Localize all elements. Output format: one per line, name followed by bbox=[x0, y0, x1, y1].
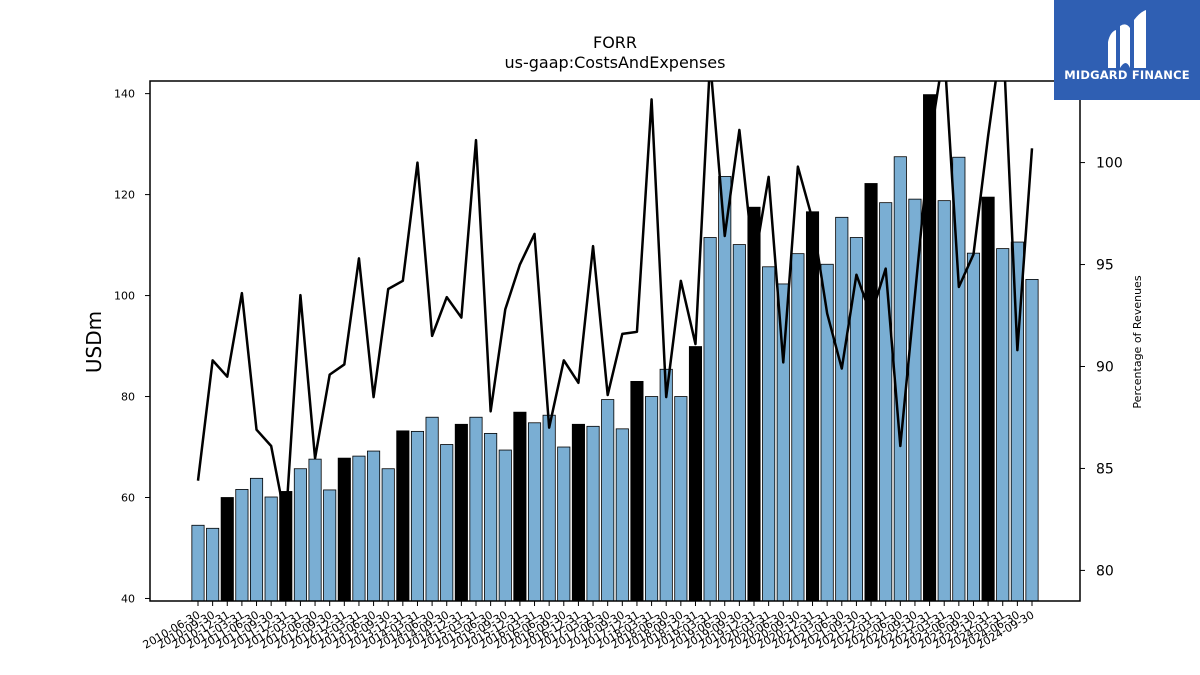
y2-tick-label-80: 80 bbox=[1096, 563, 1114, 579]
bar-2015-03-31 bbox=[469, 416, 483, 602]
y-tick-label-100: 100 bbox=[114, 290, 135, 303]
plot-frame bbox=[149, 80, 1081, 602]
chart-title: FORR bbox=[593, 33, 637, 52]
bar-2019-12-31 bbox=[747, 206, 761, 602]
bar-2017-03-31 bbox=[586, 425, 600, 602]
bar-2014-03-31 bbox=[410, 430, 425, 602]
bar-2015-06-30 bbox=[484, 432, 498, 602]
bar-2021-09-30 bbox=[849, 237, 863, 602]
y-tick-label-140: 140 bbox=[114, 88, 135, 101]
bar-2012-03-31 bbox=[293, 468, 307, 602]
bar-2017-12-31 bbox=[630, 380, 644, 602]
bar-2011-06-30 bbox=[249, 477, 264, 602]
y2-tick-label-100: 100 bbox=[1096, 156, 1123, 172]
y2-tick-label-95: 95 bbox=[1096, 258, 1114, 274]
bar-2011-03-31 bbox=[235, 489, 249, 602]
bar-2024-03-31 bbox=[996, 248, 1010, 602]
bar-2018-09-30 bbox=[674, 396, 688, 602]
y2-axis-label: Percentage of Revenues bbox=[1131, 275, 1144, 408]
bar-2017-09-30 bbox=[615, 428, 629, 602]
bar-2012-06-30 bbox=[308, 458, 322, 602]
bar-2019-09-30 bbox=[732, 244, 746, 602]
bar-2014-06-30 bbox=[425, 416, 439, 602]
brand-name: MIDGARD FINANCE bbox=[1064, 68, 1190, 82]
bar-2018-06-30 bbox=[659, 368, 673, 602]
bar-2012-12-31 bbox=[337, 457, 351, 602]
bar-2020-06-30 bbox=[776, 283, 790, 602]
bar-2022-12-31 bbox=[923, 94, 937, 602]
bar-2013-03-31 bbox=[352, 455, 366, 602]
bar-2020-12-31 bbox=[805, 211, 820, 602]
bar-2016-03-31 bbox=[527, 422, 542, 602]
y2-tick-label-90: 90 bbox=[1096, 359, 1114, 375]
bar-2011-09-30 bbox=[264, 496, 278, 602]
bar-2015-12-31 bbox=[513, 411, 527, 602]
bar-2020-03-31 bbox=[762, 266, 776, 602]
y-tick-label-60: 60 bbox=[121, 492, 135, 505]
chart-subtitle: us-gaap:CostsAndExpenses bbox=[505, 53, 726, 72]
bar-2016-06-30 bbox=[542, 414, 556, 602]
line-layer bbox=[196, 81, 1034, 523]
bar-2021-06-30 bbox=[835, 216, 849, 602]
bar-2010-06-30 bbox=[191, 524, 205, 602]
bar-2010-12-31 bbox=[220, 497, 234, 602]
bar-2020-09-30 bbox=[791, 253, 805, 602]
bar-2018-03-31 bbox=[645, 396, 659, 602]
ratio-line bbox=[196, 81, 1034, 523]
bar-2010-09-30 bbox=[206, 527, 220, 602]
midgard-logo-icon bbox=[1108, 10, 1146, 68]
bar-2023-03-31 bbox=[937, 200, 951, 602]
bar-2016-12-31 bbox=[571, 423, 585, 602]
bar-2014-12-31 bbox=[454, 423, 468, 602]
y-tick-label-120: 120 bbox=[114, 189, 135, 202]
y-axis-label: USDm bbox=[82, 311, 106, 373]
axes-layer: 406080100120140808590951002010-06-302010… bbox=[114, 80, 1123, 652]
bar-2021-12-31 bbox=[864, 183, 878, 602]
bar-2012-09-30 bbox=[323, 489, 337, 602]
bar-2016-09-30 bbox=[557, 446, 571, 602]
y-tick-label-40: 40 bbox=[121, 592, 135, 605]
bar-2018-12-31 bbox=[688, 346, 703, 602]
brand-logo: MIDGARD FINANCE bbox=[1054, 0, 1200, 100]
bar-2019-06-30 bbox=[718, 176, 732, 602]
bar-2023-12-31 bbox=[981, 196, 995, 602]
bar-2013-12-31 bbox=[396, 430, 410, 602]
bars-layer bbox=[191, 94, 1039, 602]
bar-2023-09-30 bbox=[966, 252, 981, 602]
y-tick-label-80: 80 bbox=[121, 391, 135, 404]
bar-2013-09-30 bbox=[381, 468, 395, 602]
bar-2019-03-31 bbox=[703, 237, 717, 602]
bar-2013-06-30 bbox=[367, 450, 381, 602]
bar-2014-09-30 bbox=[440, 444, 454, 602]
bar-2024-09-30 bbox=[1025, 279, 1039, 602]
bar-2017-06-30 bbox=[601, 399, 615, 602]
y2-tick-label-85: 85 bbox=[1096, 461, 1114, 477]
bar-2022-03-31 bbox=[879, 202, 893, 602]
bar-2015-09-30 bbox=[498, 449, 512, 602]
